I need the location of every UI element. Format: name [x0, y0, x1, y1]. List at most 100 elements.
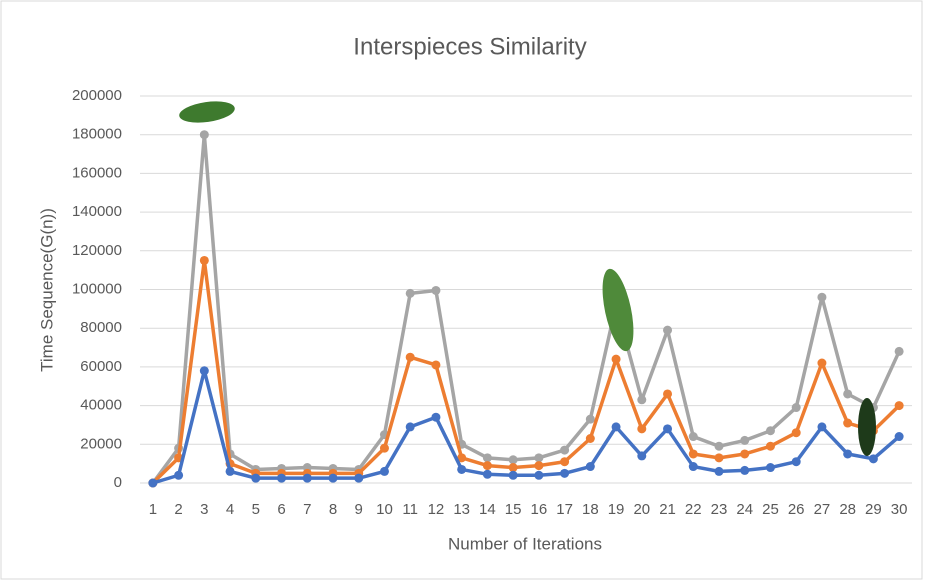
x-tick-label: 19	[608, 501, 625, 518]
x-tick-label: 18	[582, 501, 599, 518]
x-tick-label: 15	[505, 501, 522, 518]
data-point	[895, 401, 904, 410]
data-point	[843, 419, 852, 428]
y-tick-label: 40000	[80, 397, 122, 414]
data-point	[200, 256, 209, 265]
data-point	[843, 449, 852, 458]
data-point	[637, 451, 646, 460]
data-point	[560, 457, 569, 466]
x-tick-label: 4	[226, 501, 234, 518]
data-point	[689, 449, 698, 458]
data-point	[226, 467, 235, 476]
data-point	[174, 471, 183, 480]
chart-title: Interspieces Similarity	[353, 33, 586, 60]
data-point	[715, 453, 724, 462]
data-point	[406, 422, 415, 431]
x-tick-label: 21	[659, 501, 676, 518]
x-tick-label: 23	[711, 501, 728, 518]
data-point	[406, 289, 415, 298]
data-point	[534, 453, 543, 462]
data-point	[663, 389, 672, 398]
data-point	[509, 463, 518, 472]
data-point	[200, 366, 209, 375]
data-point	[329, 474, 338, 483]
y-tick-label: 60000	[80, 358, 122, 375]
x-tick-label: 10	[376, 501, 393, 518]
data-point	[895, 432, 904, 441]
data-point	[586, 434, 595, 443]
x-tick-label: 27	[814, 501, 831, 518]
x-tick-label: 22	[685, 501, 702, 518]
data-point	[483, 470, 492, 479]
x-tick-label: 24	[736, 501, 753, 518]
data-point	[354, 474, 363, 483]
y-tick-label: 160000	[72, 164, 122, 181]
data-point	[663, 424, 672, 433]
data-point	[431, 286, 440, 295]
x-tick-label: 8	[329, 501, 337, 518]
data-point	[843, 389, 852, 398]
data-point	[663, 326, 672, 335]
data-point	[509, 455, 518, 464]
data-point	[766, 426, 775, 435]
x-tick-label: 17	[556, 501, 573, 518]
x-tick-label: 16	[531, 501, 548, 518]
data-point	[534, 471, 543, 480]
data-point	[817, 293, 826, 302]
data-point	[148, 479, 157, 488]
chart: Interspieces Similarity Number of Iterat…	[0, 0, 925, 582]
x-axis-title: Number of Iterations	[448, 534, 602, 553]
data-point	[534, 461, 543, 470]
x-tick-label: 5	[252, 501, 260, 518]
data-point	[869, 454, 878, 463]
data-point	[560, 469, 569, 478]
data-point	[689, 432, 698, 441]
y-tick-label: 200000	[72, 87, 122, 104]
data-point	[431, 360, 440, 369]
x-tick-label: 20	[633, 501, 650, 518]
x-tick-label: 3	[200, 501, 208, 518]
y-tick-label: 180000	[72, 126, 122, 143]
data-point	[406, 353, 415, 362]
x-tick-label: 2	[174, 501, 182, 518]
y-tick-label: 100000	[72, 280, 122, 297]
y-tick-label: 0	[114, 474, 122, 491]
x-tick-label: 29	[865, 501, 882, 518]
data-point	[200, 130, 209, 139]
data-point	[740, 436, 749, 445]
y-tick-label: 20000	[80, 435, 122, 452]
data-point	[766, 463, 775, 472]
data-point	[817, 359, 826, 368]
data-point	[740, 449, 749, 458]
data-point	[251, 474, 260, 483]
x-tick-label: 26	[788, 501, 805, 518]
x-tick-label: 25	[762, 501, 779, 518]
data-point	[637, 424, 646, 433]
data-point	[612, 355, 621, 364]
data-point	[817, 422, 826, 431]
x-tick-label: 13	[453, 501, 470, 518]
data-point	[766, 442, 775, 451]
leaf	[858, 398, 876, 456]
y-tick-label: 80000	[80, 319, 122, 336]
y-tick-label: 140000	[72, 203, 122, 220]
data-point	[715, 467, 724, 476]
data-point	[483, 461, 492, 470]
x-tick-label: 12	[428, 501, 445, 518]
data-point	[612, 422, 621, 431]
data-point	[792, 403, 801, 412]
x-tick-label: 6	[277, 501, 285, 518]
data-point	[895, 347, 904, 356]
y-axis-title: Time Sequence(G(n))	[37, 208, 56, 372]
x-tick-label: 11	[402, 501, 418, 518]
data-point	[715, 442, 724, 451]
data-point	[560, 446, 569, 455]
data-point	[740, 466, 749, 475]
x-tick-label: 30	[891, 501, 908, 518]
data-point	[792, 457, 801, 466]
y-tick-label: 120000	[72, 242, 122, 259]
data-point	[303, 474, 312, 483]
data-point	[637, 395, 646, 404]
data-point	[483, 453, 492, 462]
data-point	[792, 428, 801, 437]
